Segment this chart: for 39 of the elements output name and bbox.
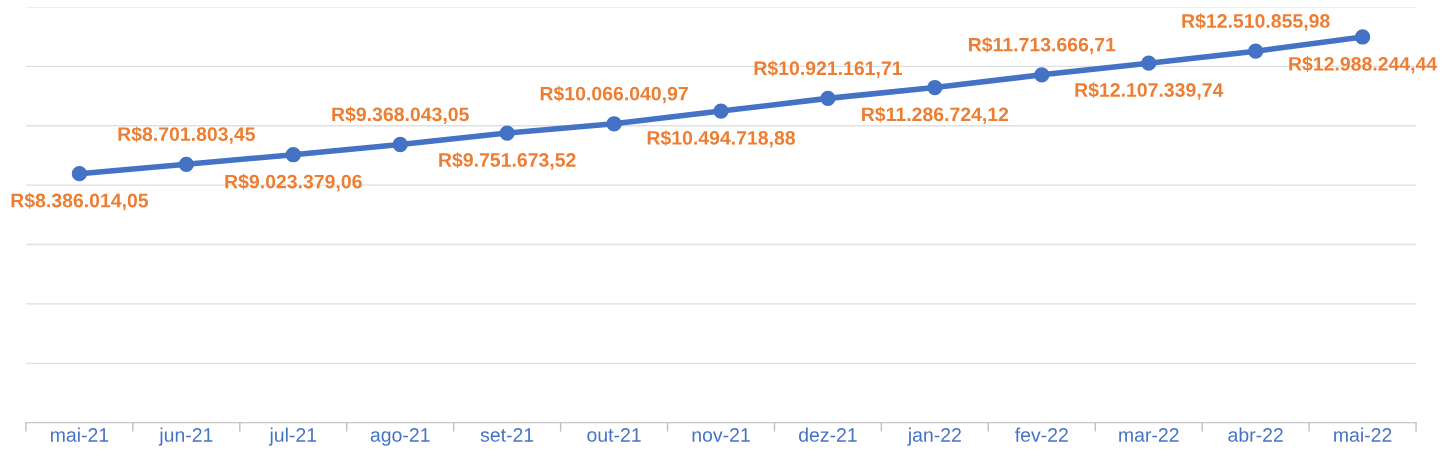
point [1141, 55, 1157, 71]
x-tick-label: mar-22 [1119, 428, 1179, 442]
x-tick-label: ago-21 [370, 428, 430, 446]
point [178, 156, 194, 172]
data-label: R$9.751.673,52 [439, 152, 576, 170]
point [713, 103, 729, 119]
x-tick-label: fev-22 [1015, 427, 1068, 442]
point [71, 166, 88, 182]
x-tick-label: nov-21 [692, 428, 750, 442]
data-label: R$10.494.718,88 [647, 130, 796, 148]
point [1354, 29, 1371, 45]
x-tick-label: dez-21 [799, 427, 857, 442]
data-label: R$8.386.014,05 [11, 192, 149, 211]
data-label: R$8.701.803,45 [118, 126, 256, 144]
data-label: R$9.023.379,06 [225, 173, 362, 192]
x-tick-label: set-21 [480, 428, 534, 442]
x-tick-label: jun-21 [158, 427, 213, 446]
point [392, 136, 408, 153]
x-tick-label: mai-22 [1334, 427, 1392, 442]
x-tick-label: out-21 [587, 428, 641, 442]
data-label: R$12.107.339,74 [1075, 82, 1224, 100]
data-label: R$11.286.724,12 [862, 106, 1009, 125]
data-label: R$12.988.244,44 [1289, 56, 1438, 74]
point [1034, 67, 1050, 83]
point [820, 90, 836, 107]
data-label: R$10.066.040,97 [540, 85, 688, 104]
point [927, 79, 943, 96]
x-tick-label: jul-21 [269, 427, 317, 446]
data-label: R$12.510.855,98 [1182, 13, 1330, 31]
x-tick-label: mai-21 [51, 427, 109, 442]
point [606, 116, 622, 132]
point [285, 147, 301, 163]
point [499, 125, 515, 141]
data-label: R$10.921.161,71 [754, 60, 902, 78]
x-tick-label: abr-22 [1228, 427, 1283, 442]
data-label: R$11.713.666,71 [969, 36, 1116, 55]
point [1248, 43, 1264, 59]
data-label: R$9.368.043,05 [332, 106, 469, 125]
x-tick-label: jan-22 [907, 427, 961, 446]
